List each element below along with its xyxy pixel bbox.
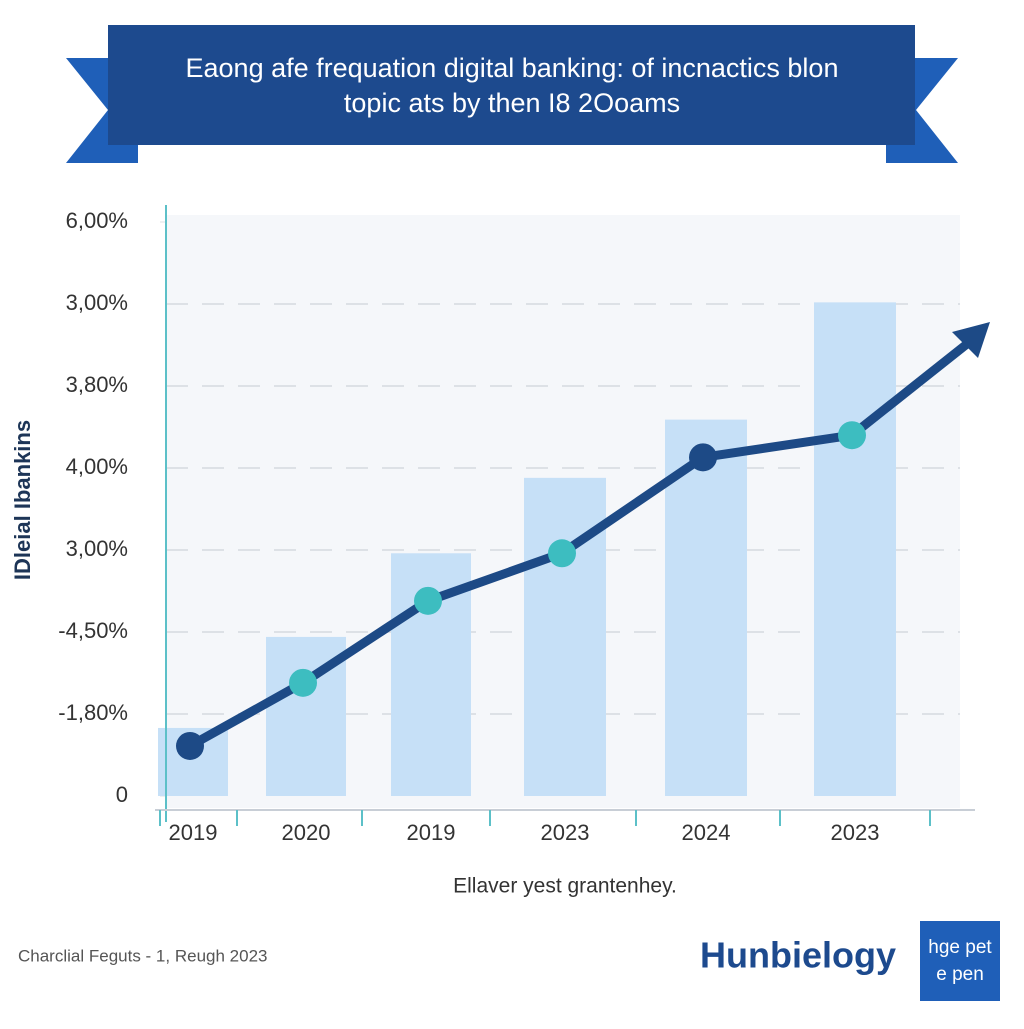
- x-tick-label: 2020: [282, 820, 331, 845]
- logo-text: e pen: [936, 964, 984, 985]
- ribbon-tail: [886, 58, 958, 163]
- marker: [176, 731, 204, 760]
- ribbon-tail: [66, 58, 138, 163]
- y-tick-label: -4,50%: [58, 618, 128, 643]
- marker: [414, 586, 442, 615]
- marker: [548, 539, 576, 568]
- x-tick-label: 2019: [407, 820, 456, 845]
- logo-text: hge pet: [928, 937, 992, 958]
- marker: [689, 443, 717, 472]
- chart-title: topic ats by then I8 2Ooams: [344, 88, 680, 118]
- chart-title: Eaong afe frequation digital banking: of…: [186, 53, 839, 83]
- brand: Hunbielogy: [700, 935, 896, 976]
- y-tick-label: 3,80%: [66, 372, 128, 397]
- y-tick-label: 6,00%: [66, 208, 128, 233]
- y-tick-label: 4,00%: [66, 454, 128, 479]
- marker: [289, 668, 317, 697]
- y-tick-label: 0: [116, 782, 128, 807]
- logo: [920, 921, 1000, 1001]
- title-banner: [108, 25, 915, 145]
- x-tick-label: 2024: [682, 820, 731, 845]
- y-tick-label: 3,00%: [66, 536, 128, 561]
- source: Charclial Feguts - 1, Reugh 2023: [18, 946, 267, 965]
- bar: [524, 477, 606, 796]
- y-axis-title: IDleial Ibankins: [10, 420, 35, 580]
- bar: [814, 302, 896, 796]
- trend-arrow: [849, 336, 975, 439]
- x-axis-title: Ellaver yest grantenhey.: [453, 875, 677, 898]
- x-tick-label: 2019: [169, 820, 218, 845]
- bar: [665, 419, 747, 796]
- y-tick-label: 3,00%: [66, 290, 128, 315]
- arrow-head: [952, 322, 990, 358]
- y-tick-label: -1,80%: [58, 700, 128, 725]
- marker: [838, 421, 866, 450]
- x-tick-label: 2023: [541, 820, 590, 845]
- line: [187, 430, 853, 750]
- x-tick-label: 2023: [831, 820, 880, 845]
